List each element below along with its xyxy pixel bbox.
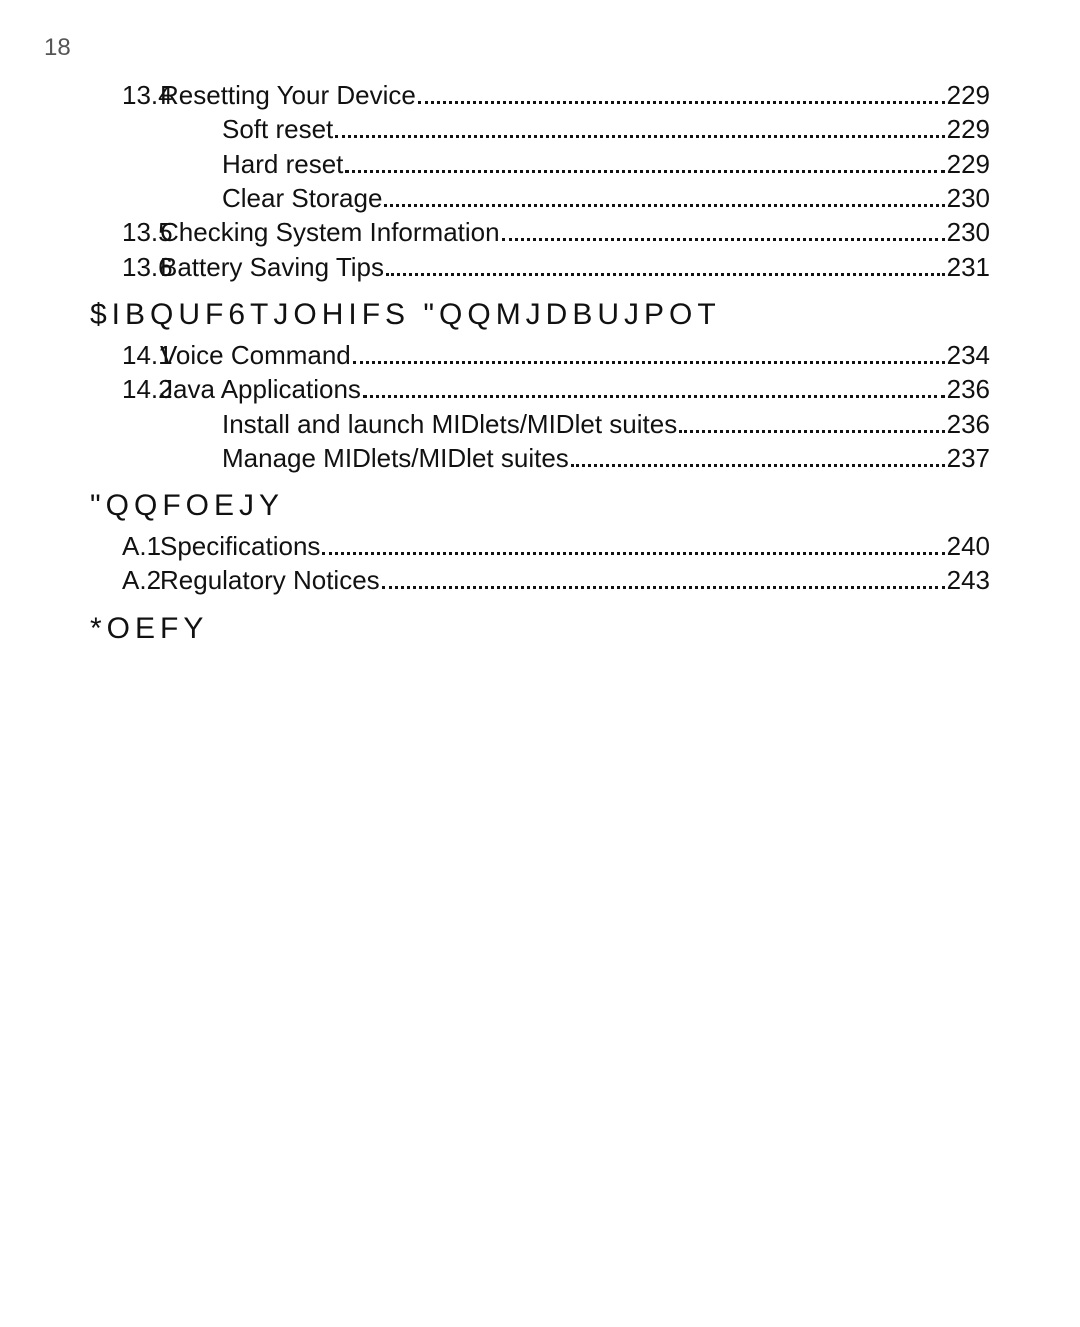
toc-entry-title: Voice Command	[160, 338, 351, 372]
toc-entry-number: A.2	[90, 563, 160, 597]
toc-block-13: 13.4Resetting Your Device 229 Soft reset 22…	[90, 78, 990, 284]
toc-entry-number: 14.1	[90, 338, 160, 372]
toc-row: Clear Storage 230	[90, 181, 990, 215]
toc-row: 14.2Java Applications 236	[90, 372, 990, 406]
dot-leader	[345, 170, 944, 173]
dot-leader	[386, 273, 945, 276]
index-heading: *OEFY	[90, 612, 990, 646]
toc-row: Hard reset 229	[90, 147, 990, 181]
toc-entry-page: 243	[947, 563, 990, 597]
toc-entry-title: Checking System Information	[160, 215, 500, 249]
dot-leader	[679, 430, 944, 433]
toc-entry-number: 13.6	[90, 250, 160, 284]
toc-row: Manage MIDlets/MIDlet suites 237	[90, 441, 990, 475]
toc-entry-title: Regulatory Notices	[160, 563, 380, 597]
dot-leader	[384, 204, 944, 207]
toc-entry-title: Specifications	[160, 529, 320, 563]
toc-entry-page: 229	[947, 147, 990, 181]
toc-entry-title: Resetting Your Device	[160, 78, 416, 112]
dot-leader	[418, 101, 945, 104]
toc-entry-title: Battery Saving Tips	[160, 250, 384, 284]
toc-row: 13.6Battery Saving Tips 231	[90, 250, 990, 284]
toc-row: Install and launch MIDlets/MIDlet suites…	[90, 407, 990, 441]
toc-entry-page: 240	[947, 529, 990, 563]
toc-row: A.1Specifications 240	[90, 529, 990, 563]
chapter-heading-14: $IBQUF6TJOHIFS "QQMJDBUJPOT	[90, 298, 990, 332]
toc-entry-title: Soft reset	[222, 112, 333, 146]
dot-leader	[502, 238, 945, 241]
page: 18 13.4Resetting Your Device229Soft rese…	[0, 0, 1080, 1327]
toc-entry-title: Clear Storage	[222, 181, 382, 215]
toc-entry-number: 13.5	[90, 215, 160, 249]
toc-entry-page: 236	[947, 372, 990, 406]
toc-entry-title: Install and launch MIDlets/MIDlet suites	[222, 407, 677, 441]
toc-entry-page: 237	[947, 441, 990, 475]
toc-entry-title: Java Applications	[160, 372, 361, 406]
toc-row: 13.5Checking System Information 230	[90, 215, 990, 249]
toc-row: Soft reset 229	[90, 112, 990, 146]
toc-entry-page: 230	[947, 181, 990, 215]
page-number: 18	[44, 34, 71, 62]
toc-entry-page: 229	[947, 112, 990, 146]
dot-leader	[335, 135, 944, 138]
toc-entry-title: Hard reset	[222, 147, 343, 181]
toc-entry-number: 13.4	[90, 78, 160, 112]
toc-content: 13.4Resetting Your Device 229 Soft reset 22…	[90, 78, 990, 646]
toc-entry-page: 231	[947, 250, 990, 284]
dot-leader	[363, 395, 945, 398]
toc-entry-title: Manage MIDlets/MIDlet suites	[222, 441, 569, 475]
appendix-heading: "QQFOEJY	[90, 489, 990, 523]
toc-block-appendix: A.1Specifications240A.2Regulatory Notice…	[90, 529, 990, 598]
toc-entry-number: A.1	[90, 529, 160, 563]
toc-row: A.2Regulatory Notices 243	[90, 563, 990, 597]
dot-leader	[571, 464, 945, 467]
dot-leader	[382, 586, 945, 589]
dot-leader	[322, 552, 944, 555]
toc-entry-page: 230	[947, 215, 990, 249]
toc-entry-page: 229	[947, 78, 990, 112]
toc-entry-number: 14.2	[90, 372, 160, 406]
toc-entry-page: 236	[947, 407, 990, 441]
dot-leader	[353, 361, 945, 364]
toc-entry-page: 234	[947, 338, 990, 372]
toc-row: 13.4Resetting Your Device 229	[90, 78, 990, 112]
toc-row: 14.1Voice Command 234	[90, 338, 990, 372]
toc-block-14: 14.1Voice Command23414.2Java Application…	[90, 338, 990, 475]
